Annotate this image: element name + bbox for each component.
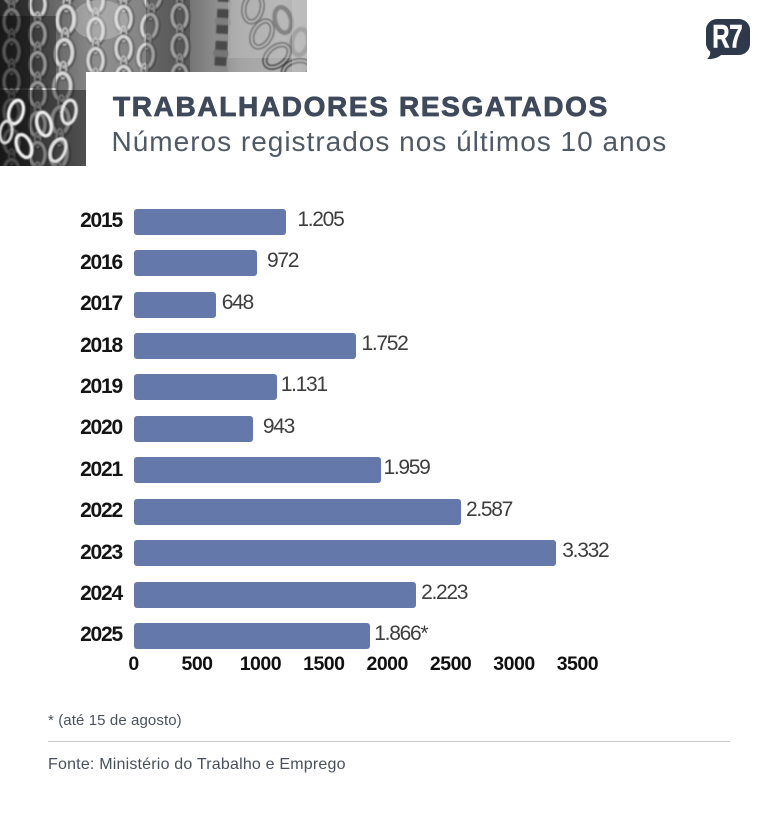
svg-text:R7: R7 [712,19,742,55]
